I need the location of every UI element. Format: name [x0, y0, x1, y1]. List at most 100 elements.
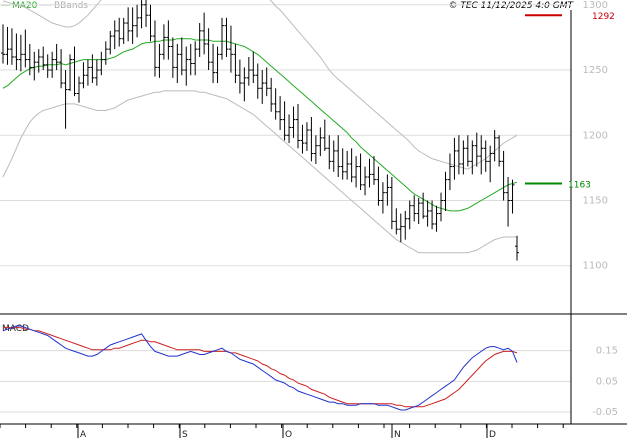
ohlc-bar — [188, 43, 193, 76]
ohlc-bar — [139, 0, 144, 29]
ohlc-bar — [354, 156, 359, 188]
ohlc-bar — [492, 130, 497, 162]
ohlc-bar — [452, 137, 457, 180]
macd-tick-label: -0.05 — [592, 407, 618, 418]
ohlc-bar — [76, 76, 81, 103]
ohlc-bar — [9, 28, 14, 65]
ohlc-bar — [367, 158, 372, 188]
ohlc-bar — [220, 17, 225, 60]
ohlc-bar — [193, 41, 198, 76]
ohlc-bar — [430, 200, 435, 230]
ohlc-bar — [121, 17, 126, 44]
ohlc-bar — [407, 200, 412, 230]
ohlc-bar — [202, 12, 207, 55]
ohlc-bar — [376, 166, 381, 206]
ohlc-bar — [237, 59, 242, 94]
ohlc-bar — [27, 43, 32, 76]
ohlc-bar — [439, 192, 444, 222]
ohlc-bar — [349, 148, 354, 183]
bbands-lower-line — [2, 90, 517, 254]
x-tick-label: A — [80, 430, 87, 440]
ohlc-bar — [506, 177, 511, 227]
x-tick-label: O — [285, 430, 292, 440]
ohlc-bar — [152, 20, 157, 77]
ohlc-bar — [327, 135, 332, 170]
macd-axis: 0.15 0.05 -0.05 — [592, 346, 618, 418]
ohlc-bar — [41, 46, 46, 71]
ohlc-bar — [72, 46, 77, 97]
ohlc-bar — [161, 24, 166, 60]
ohlc-bar — [32, 51, 37, 81]
macd-title: MACD — [2, 324, 29, 334]
ohlc-bar — [479, 135, 484, 175]
ohlc-bar — [345, 150, 350, 180]
ohlc-bar — [287, 114, 292, 144]
ohlc-bar — [81, 62, 86, 89]
x-tick-label: D — [489, 430, 496, 440]
ohlc-bar — [318, 127, 323, 157]
price-tick-label: 1200 — [583, 130, 608, 141]
ohlc-bar — [179, 37, 184, 76]
ohlc-bar — [59, 49, 64, 89]
ohlc-bar — [94, 59, 99, 86]
ohlc-bar — [331, 140, 336, 172]
ohlc-bar — [483, 140, 488, 172]
ohlc-bar — [23, 29, 28, 68]
ohlc-bar — [269, 77, 274, 112]
ohlc-bar — [14, 33, 19, 71]
ohlc-bar — [421, 192, 426, 219]
macd-lines — [2, 325, 518, 411]
ohlc-bar — [398, 213, 403, 243]
ma-legend-label: MA20 — [12, 1, 38, 11]
ohlc-bar — [385, 174, 390, 206]
ohlc-bar — [488, 145, 493, 183]
ohlc-bar — [108, 30, 113, 55]
ohlc-bar — [215, 46, 220, 84]
ohlc-bar — [358, 153, 363, 191]
price-panel: 1300 1250 1200 1150 1100 — [0, 0, 608, 314]
ohlc-bar — [278, 96, 283, 131]
ohlc-bar — [90, 54, 95, 84]
resistance-label: 1292 — [592, 12, 615, 22]
ohlc-bar — [1, 24, 5, 64]
ohlc-bar — [246, 56, 251, 86]
ohlc-bar — [380, 182, 385, 214]
ohlc-bar — [291, 106, 296, 138]
price-axis: 1300 1250 1200 1150 1100 — [583, 0, 608, 272]
ohlc-bar — [184, 46, 189, 86]
ohlc-bar — [144, 0, 149, 27]
ohlc-bar — [85, 59, 90, 86]
ohlc-bar — [456, 135, 461, 175]
ohlc-bar — [112, 20, 117, 50]
ohlc-bar — [206, 28, 211, 71]
ohlc-bar — [340, 148, 345, 180]
bbands-legend-label: BBands — [54, 1, 88, 11]
ma20-line-group — [2, 38, 518, 212]
ma20-line — [2, 38, 518, 212]
macd-panel: MACD 0.15 0.05 -0.05 — [0, 314, 618, 424]
ohlc-bar — [304, 122, 309, 151]
ohlc-bar — [313, 135, 318, 164]
ohlc-bar — [242, 67, 247, 102]
ohlc-bar — [36, 49, 41, 73]
ohlc-bar — [443, 171, 448, 211]
ohlc-bar — [389, 177, 394, 230]
ohlc-bar — [282, 101, 287, 141]
ohlc-bar — [5, 26, 10, 65]
bollinger-bands — [2, 0, 518, 254]
macd-tick-label: 0.15 — [596, 346, 618, 357]
ohlc-bar — [295, 103, 300, 149]
ohlc-bar — [103, 41, 108, 65]
ohlc-bar — [228, 25, 233, 73]
ohlc-bars — [1, 0, 519, 261]
ohlc-bar — [510, 179, 515, 214]
ohlc-bar — [474, 132, 479, 167]
ohlc-bar — [425, 200, 430, 227]
ohlc-bar — [233, 43, 238, 84]
ohlc-bar — [470, 140, 475, 175]
ohlc-bar — [50, 51, 55, 78]
ohlc-bar — [264, 67, 269, 97]
ohlc-bar — [434, 205, 439, 232]
